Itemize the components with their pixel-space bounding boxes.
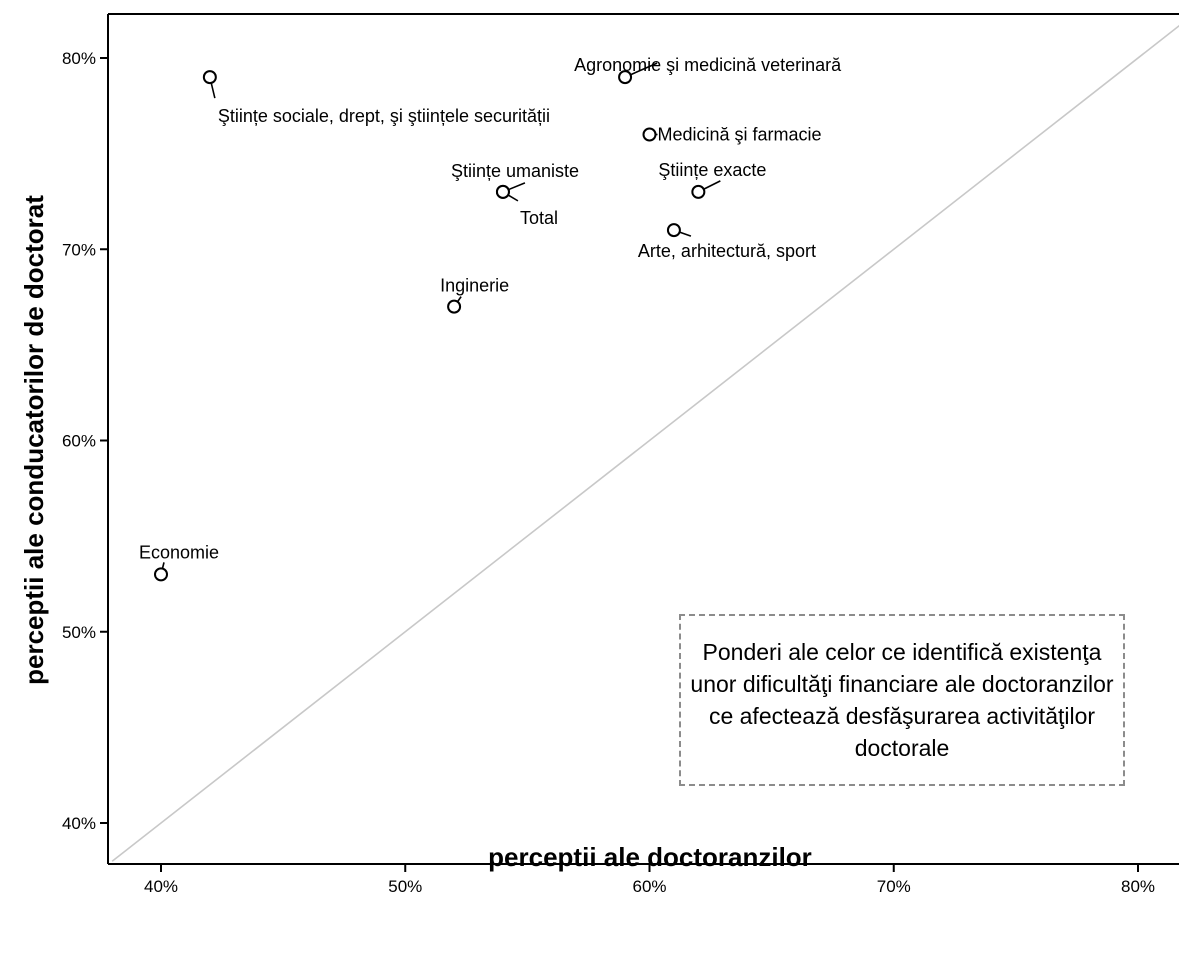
point-label: Ştiințe exacte — [658, 160, 766, 180]
y-tick-label: 50% — [62, 623, 96, 642]
x-tick-label: 50% — [388, 877, 422, 896]
annotation-box: Ponderi ale celor ce identifică existenţ… — [679, 614, 1125, 786]
point-label: Ştiințe umaniste — [451, 161, 579, 181]
plot-area: 40% 50% 60% 70% 80% 40% 50% 60% 70% 80% Agronomie … — [62, 13, 1179, 896]
x-tick-label: 60% — [632, 877, 666, 896]
y-tick-label: 80% — [62, 49, 96, 68]
point-label: Medicină şi farmacie — [658, 125, 822, 145]
x-tick-label: 80% — [1121, 877, 1155, 896]
x-tick-label: 40% — [144, 877, 178, 896]
data-point — [154, 567, 168, 582]
data-point — [202, 70, 217, 85]
point-label: Agronomie şi medicină veterinară — [574, 55, 842, 75]
data-point — [666, 223, 681, 238]
y-axis-title: perceptii ale conducatorilor de doctorat — [19, 195, 49, 685]
data-point — [447, 299, 462, 314]
data-point — [618, 70, 633, 85]
data-point — [642, 127, 657, 142]
x-axis-title: perceptii ale doctoranzilor — [488, 842, 812, 872]
y-tick-label: 40% — [62, 814, 96, 833]
data-point — [495, 184, 510, 199]
point-label: Inginerie — [440, 276, 509, 296]
y-tick-label: 60% — [62, 432, 96, 451]
point-label: Economie — [139, 542, 219, 562]
x-tick-label: 70% — [877, 877, 911, 896]
data-point — [691, 184, 706, 199]
point-label: Ştiințe sociale, drept, şi ştiințele sec… — [218, 106, 550, 126]
point-label: Total — [520, 208, 558, 228]
point-label: Arte, arhitectură, sport — [638, 241, 816, 261]
y-tick-label: 70% — [62, 240, 96, 259]
reference-line — [111, 24, 1179, 862]
annotation-text: Ponderi ale celor ce identifică existenţ… — [690, 638, 1114, 762]
